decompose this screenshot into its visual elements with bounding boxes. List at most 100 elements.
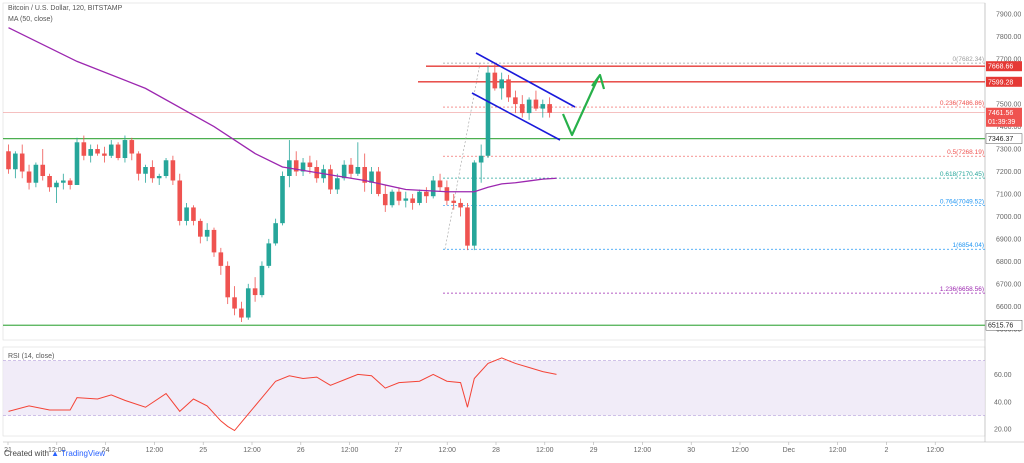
candle-body — [81, 142, 87, 156]
candle-body — [136, 153, 141, 174]
candle-body — [273, 223, 278, 244]
candle-body — [102, 153, 107, 156]
countdown-label: 01:39:39 — [988, 119, 1015, 126]
time-tick-label: 12:00 — [341, 447, 359, 454]
ma-legend: MA (50, close) — [8, 16, 53, 23]
candle-body — [396, 191, 402, 201]
time-tick-label: 12:00 — [243, 447, 261, 454]
candle-body — [478, 155, 484, 163]
time-tick-label: 29 — [590, 447, 598, 454]
time-tick-label: 12:00 — [634, 447, 652, 454]
price-tick-label: 6600.00 — [996, 304, 1021, 311]
time-tick-label: 12:00 — [146, 447, 164, 454]
candle-body — [417, 191, 422, 203]
candle-body — [115, 144, 121, 159]
candle-body — [232, 297, 237, 309]
rsi-band — [3, 360, 985, 416]
candle-body — [328, 169, 333, 190]
fib-level-label: 0.236(7486.86) — [940, 100, 984, 107]
arrow-head — [591, 73, 606, 90]
time-tick-label: 26 — [297, 447, 305, 454]
resistance-label: 7599.28 — [988, 79, 1013, 86]
candle-body — [225, 265, 230, 298]
tradingview-logo: ▲ — [51, 449, 60, 458]
fib-level-label: 0(7682.34) — [953, 56, 984, 63]
price-tick-label: 7400.00 — [996, 124, 1021, 131]
footer-brand: TradingView — [61, 449, 106, 458]
candle-body — [74, 142, 80, 185]
candle-body — [355, 167, 361, 174]
candle-body — [26, 171, 32, 183]
candle-body — [95, 149, 100, 154]
price-tick-label: 7900.00 — [996, 12, 1021, 19]
candle-body — [204, 229, 210, 237]
candle-body — [259, 265, 265, 296]
candle-body — [108, 144, 114, 156]
candle-body — [67, 180, 73, 185]
candle-body — [499, 79, 504, 89]
candle-body — [129, 140, 135, 154]
price-tick-label: 7800.00 — [996, 34, 1021, 41]
price-tick-label: 7300.00 — [996, 147, 1021, 154]
resistance-label: 7668.66 — [988, 64, 1013, 71]
support-label: 7346.37 — [988, 136, 1013, 143]
candle-body — [458, 202, 463, 208]
price-tick-label: 6700.00 — [996, 281, 1021, 288]
candle-body — [526, 99, 532, 114]
candle-body — [362, 167, 367, 183]
candle-body — [472, 162, 477, 246]
price-tick-label: 7500.00 — [996, 102, 1021, 109]
candle-body — [335, 178, 340, 190]
candle-body — [348, 164, 354, 174]
price-tick-label: 7000.00 — [996, 214, 1021, 221]
candle-body — [218, 252, 224, 266]
time-tick-label: 30 — [687, 447, 695, 454]
candle-body — [293, 160, 299, 172]
rsi-tick-label: 60.00 — [994, 372, 1012, 379]
time-tick-label: 12:00 — [829, 447, 847, 454]
rsi-line — [8, 357, 557, 432]
candle-body — [143, 167, 148, 174]
candle-body — [239, 308, 244, 318]
candle-body — [280, 175, 285, 224]
price-tick-label: 6900.00 — [996, 236, 1021, 243]
support-label: 6515.76 — [988, 323, 1013, 330]
candle-body — [156, 175, 162, 179]
candle-body — [410, 198, 415, 203]
candle-body — [13, 153, 18, 170]
candle-body — [369, 171, 374, 183]
candle-body — [300, 162, 306, 172]
time-tick-label: 12:00 — [536, 447, 554, 454]
candle-body — [403, 198, 409, 201]
time-tick-label: 2 — [884, 447, 888, 454]
ma-line — [8, 27, 557, 193]
candle-body — [47, 175, 52, 188]
candle-body — [547, 104, 552, 113]
candle-body — [485, 72, 491, 156]
price-tick-label: 6800.00 — [996, 259, 1021, 266]
candle-body — [492, 72, 498, 89]
candle-body — [424, 191, 429, 197]
time-tick-label: 28 — [492, 447, 500, 454]
time-tick-label: 12:00 — [48, 447, 66, 454]
candle-body — [184, 207, 189, 221]
candle-body — [33, 164, 39, 183]
resistance-label-box — [986, 61, 1022, 72]
channel-lower-line — [471, 92, 561, 141]
candle-body — [430, 180, 436, 197]
candle-body — [341, 164, 347, 179]
candle-body — [376, 171, 381, 194]
price-tick-label: 7100.00 — [996, 191, 1021, 198]
time-tick-label: 12:00 — [926, 447, 944, 454]
candle-body — [266, 243, 272, 266]
candle-body — [437, 180, 443, 188]
candle-body — [307, 162, 313, 168]
time-tick-label: 24 — [102, 447, 110, 454]
candle-body — [177, 180, 183, 221]
fib-level-label: 1(6854.04) — [953, 242, 984, 249]
candle-body — [19, 153, 25, 172]
footer: Created with ▲ TradingView — [4, 449, 105, 458]
candle-body — [252, 288, 258, 296]
time-tick-label: 21 — [4, 447, 12, 454]
